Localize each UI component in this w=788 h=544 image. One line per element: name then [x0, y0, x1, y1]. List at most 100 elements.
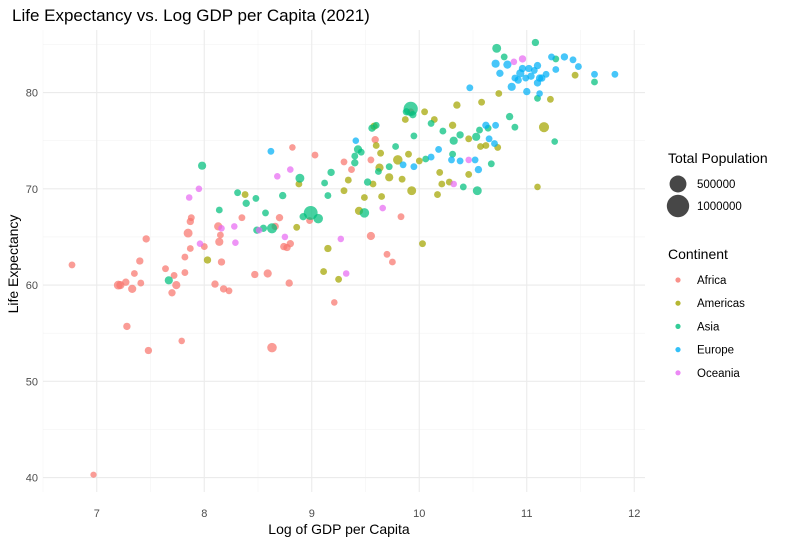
- x-axis-title: Log of GDP per Capita: [268, 521, 410, 537]
- data-point: [181, 269, 189, 277]
- data-point: [511, 123, 519, 131]
- legend-color-marker: [675, 300, 681, 306]
- legend-color-title: Continent: [668, 246, 728, 262]
- data-point: [534, 183, 541, 191]
- data-point: [144, 346, 153, 355]
- data-point: [449, 150, 457, 158]
- data-point: [335, 275, 343, 283]
- data-point: [340, 158, 348, 166]
- y-axis-title: Life Expectancy: [5, 215, 21, 314]
- series-americas: [203, 71, 579, 283]
- data-point: [262, 209, 269, 217]
- data-point: [388, 258, 396, 266]
- data-point: [378, 193, 386, 200]
- legend-color-label: Americas: [697, 298, 745, 310]
- data-point: [482, 121, 490, 129]
- x-tick-label: 10: [413, 508, 425, 520]
- data-point: [238, 214, 246, 222]
- data-point: [611, 70, 619, 78]
- data-point: [495, 90, 503, 97]
- data-point: [266, 223, 278, 234]
- data-point: [482, 142, 490, 149]
- data-point: [591, 78, 598, 86]
- data-point: [241, 191, 249, 199]
- plot-grid: [42, 30, 645, 492]
- data-point: [172, 281, 181, 290]
- y-tick-label: 40: [26, 473, 38, 485]
- data-point: [476, 126, 483, 134]
- data-point: [311, 151, 319, 159]
- data-point: [203, 256, 212, 264]
- data-point: [466, 84, 474, 92]
- data-point: [422, 155, 430, 163]
- data-point: [231, 223, 238, 230]
- legend-color-label: Africa: [697, 275, 727, 287]
- data-point: [503, 60, 512, 69]
- legend-color-marker: [675, 347, 681, 353]
- data-point: [251, 270, 259, 279]
- x-tick-label: 11: [521, 508, 532, 520]
- data-point: [477, 143, 484, 150]
- data-point: [178, 337, 185, 345]
- data-point: [218, 225, 225, 232]
- data-point: [398, 175, 406, 183]
- data-point: [371, 136, 379, 144]
- data-point: [320, 268, 328, 276]
- data-point: [267, 342, 277, 353]
- data-point: [263, 269, 272, 278]
- data-points: [68, 38, 619, 478]
- legend-color-label: Oceania: [697, 368, 740, 380]
- data-point: [372, 121, 380, 129]
- legend-total-population: Total Population 500000 1000000: [666, 150, 768, 218]
- legend-size-label: 1000000: [697, 201, 742, 213]
- data-point: [421, 108, 429, 116]
- data-point: [137, 279, 145, 287]
- data-point: [331, 299, 338, 306]
- data-point: [198, 161, 207, 170]
- data-point: [130, 270, 138, 277]
- y-tick-label: 70: [26, 184, 38, 196]
- data-point: [136, 257, 144, 265]
- data-point: [366, 231, 375, 241]
- data-point: [211, 280, 219, 288]
- data-point: [436, 168, 444, 176]
- data-point: [363, 178, 372, 186]
- data-point: [410, 132, 418, 140]
- data-point: [324, 192, 332, 200]
- y-tick-label: 80: [26, 88, 38, 100]
- data-point: [448, 121, 457, 129]
- data-point: [514, 76, 522, 84]
- data-point: [252, 194, 260, 202]
- legend-size-marker: [669, 175, 687, 193]
- data-point: [369, 180, 377, 188]
- series-africa: [68, 108, 415, 478]
- data-point: [351, 159, 359, 167]
- data-point: [392, 143, 400, 150]
- data-point: [385, 173, 394, 182]
- data-point: [427, 153, 435, 161]
- data-point: [410, 163, 418, 171]
- legend-color-marker: [675, 370, 681, 376]
- data-point: [397, 213, 405, 221]
- data-point: [531, 38, 540, 47]
- data-point: [536, 90, 543, 97]
- data-point: [472, 132, 481, 141]
- x-tick-label: 8: [201, 508, 207, 520]
- data-point: [518, 64, 527, 73]
- data-point: [548, 53, 555, 61]
- data-point: [456, 157, 464, 165]
- data-point: [449, 136, 458, 145]
- data-point: [459, 183, 467, 191]
- data-point: [551, 138, 558, 145]
- x-tick-label: 7: [94, 508, 100, 520]
- data-point: [352, 137, 360, 144]
- data-point: [533, 61, 542, 70]
- data-point: [510, 58, 518, 66]
- data-point: [409, 111, 417, 119]
- data-point: [574, 63, 582, 71]
- data-point: [181, 253, 189, 261]
- data-point: [215, 206, 223, 214]
- data-point: [492, 43, 502, 53]
- data-point: [542, 70, 550, 78]
